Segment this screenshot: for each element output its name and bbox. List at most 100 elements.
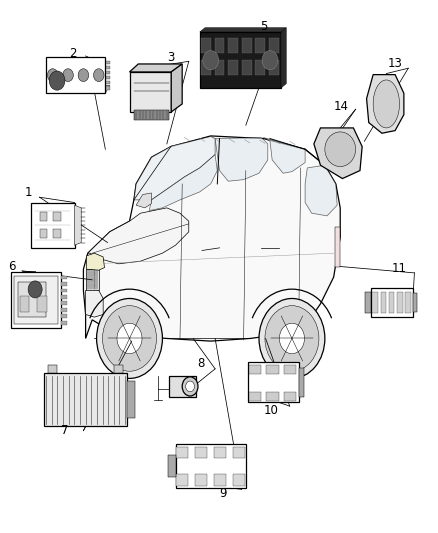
Bar — [228, 38, 237, 53]
Polygon shape — [86, 253, 104, 270]
Polygon shape — [136, 193, 151, 208]
Circle shape — [93, 69, 104, 82]
Bar — [388, 292, 393, 313]
Text: 1: 1 — [25, 187, 32, 199]
Bar — [106, 76, 110, 79]
Polygon shape — [83, 136, 339, 341]
Text: 7: 7 — [61, 424, 69, 437]
Bar — [106, 81, 110, 84]
Bar — [241, 38, 251, 53]
Bar — [61, 282, 67, 286]
Polygon shape — [46, 85, 110, 93]
Bar — [106, 66, 110, 69]
Text: 13: 13 — [387, 58, 402, 70]
Circle shape — [202, 51, 218, 70]
Bar — [268, 60, 278, 75]
Polygon shape — [280, 28, 286, 88]
Polygon shape — [304, 165, 336, 216]
Bar — [61, 288, 67, 292]
Bar — [283, 365, 295, 374]
Polygon shape — [134, 136, 215, 200]
Bar — [169, 376, 196, 397]
Bar — [412, 293, 416, 312]
Bar — [255, 60, 265, 75]
Polygon shape — [129, 72, 171, 112]
Polygon shape — [313, 128, 361, 179]
Polygon shape — [134, 110, 169, 120]
Bar — [11, 272, 61, 328]
Bar — [167, 455, 175, 477]
Text: 5: 5 — [259, 20, 266, 33]
Bar — [37, 296, 47, 312]
Bar — [31, 203, 74, 248]
Bar — [61, 308, 67, 312]
Bar — [194, 474, 206, 486]
Bar — [232, 474, 244, 486]
Circle shape — [63, 69, 73, 82]
Circle shape — [78, 69, 88, 82]
Text: 3: 3 — [167, 51, 174, 63]
Bar — [20, 296, 29, 312]
Polygon shape — [85, 288, 103, 317]
Bar — [268, 38, 278, 53]
Polygon shape — [46, 57, 105, 93]
Polygon shape — [88, 208, 188, 264]
Text: 2: 2 — [68, 47, 76, 60]
Bar — [61, 314, 67, 318]
Polygon shape — [263, 138, 304, 173]
Bar — [247, 362, 298, 402]
Bar — [283, 392, 295, 401]
Text: 6: 6 — [8, 260, 16, 273]
Bar — [18, 282, 46, 317]
Text: 9: 9 — [219, 487, 226, 499]
Bar — [44, 373, 127, 426]
Bar — [106, 71, 110, 74]
Bar — [86, 269, 99, 290]
Bar — [248, 392, 261, 401]
Circle shape — [185, 381, 194, 392]
Bar — [396, 292, 402, 313]
Circle shape — [96, 298, 162, 378]
Bar — [61, 321, 67, 325]
Bar — [214, 38, 224, 53]
Polygon shape — [199, 28, 286, 32]
Bar — [334, 227, 339, 266]
Bar — [248, 365, 261, 374]
Bar — [199, 32, 280, 88]
Text: 14: 14 — [333, 100, 348, 113]
Bar — [298, 368, 303, 397]
Bar — [61, 302, 67, 305]
Text: 10: 10 — [263, 404, 278, 417]
Bar — [114, 365, 123, 373]
Bar — [370, 288, 412, 317]
Bar — [213, 474, 226, 486]
Polygon shape — [129, 64, 182, 72]
Circle shape — [182, 377, 198, 396]
Bar — [53, 229, 60, 238]
Bar — [201, 60, 210, 75]
Polygon shape — [149, 155, 217, 211]
Polygon shape — [366, 75, 403, 133]
Bar — [106, 61, 110, 64]
Bar — [364, 292, 370, 313]
Bar — [371, 292, 377, 313]
Circle shape — [265, 306, 318, 372]
Bar — [380, 292, 385, 313]
Circle shape — [49, 71, 65, 90]
Ellipse shape — [324, 132, 355, 166]
Bar — [39, 229, 47, 238]
Circle shape — [47, 69, 58, 82]
Bar — [214, 60, 224, 75]
Bar — [53, 212, 60, 221]
Bar — [14, 276, 58, 324]
Polygon shape — [215, 138, 267, 181]
Bar — [201, 38, 210, 53]
Bar — [61, 276, 67, 279]
Bar — [106, 86, 110, 90]
Circle shape — [28, 281, 42, 298]
Bar — [39, 212, 47, 221]
Bar — [127, 381, 135, 418]
Circle shape — [102, 306, 156, 372]
Bar — [48, 365, 57, 373]
Ellipse shape — [372, 80, 399, 128]
